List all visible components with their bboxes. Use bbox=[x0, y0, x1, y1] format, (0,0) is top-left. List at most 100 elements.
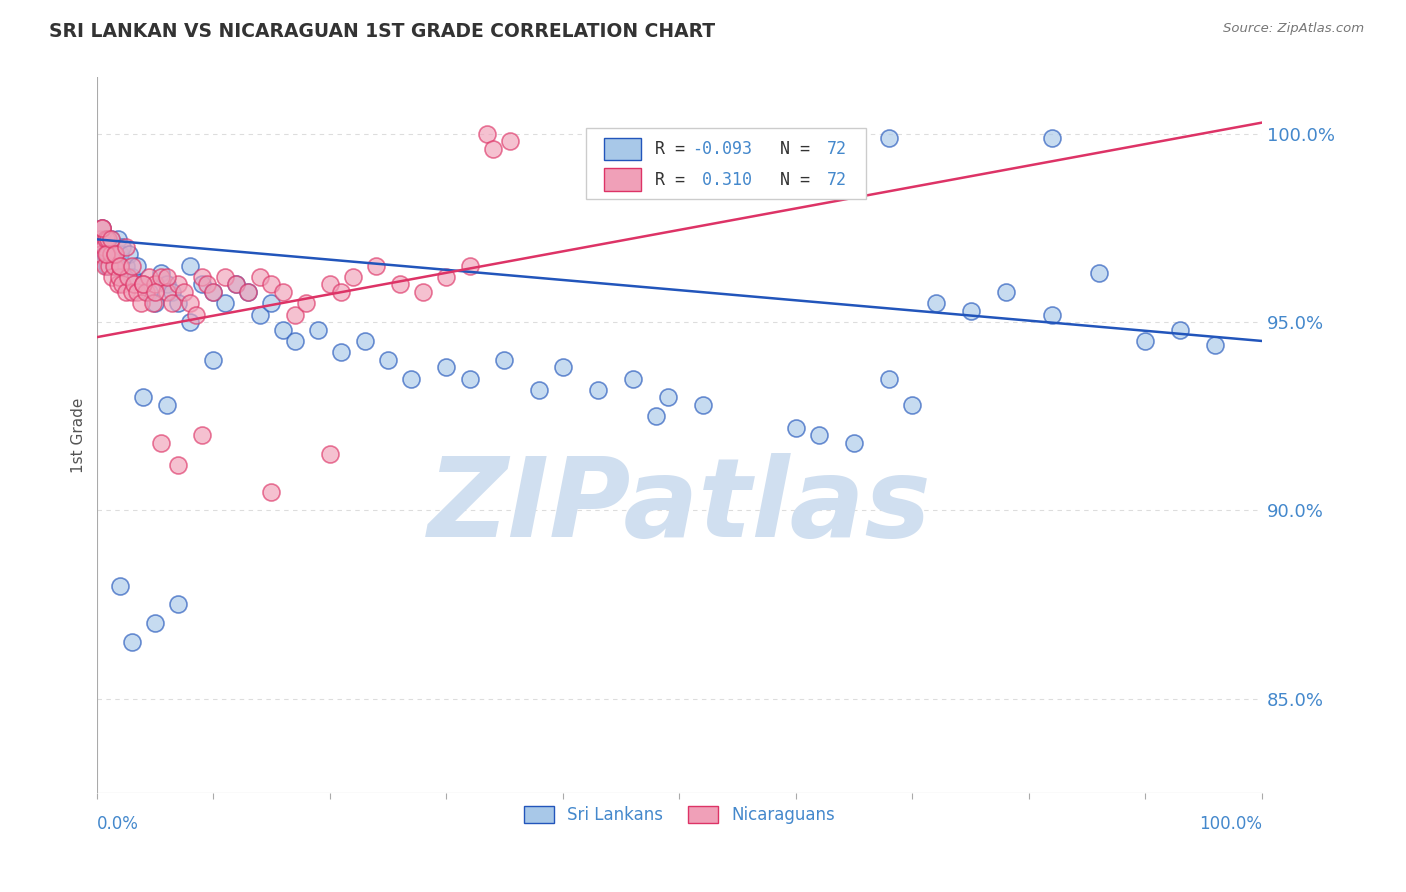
Point bbox=[366, 259, 388, 273]
Point bbox=[104, 247, 127, 261]
Point bbox=[551, 360, 574, 375]
Point bbox=[121, 259, 143, 273]
Point bbox=[91, 221, 114, 235]
Point bbox=[155, 398, 177, 412]
Point bbox=[458, 259, 481, 273]
Point bbox=[499, 135, 522, 149]
Point bbox=[100, 232, 122, 246]
Point bbox=[127, 285, 149, 299]
Point bbox=[96, 259, 118, 273]
Point bbox=[127, 259, 149, 273]
Point bbox=[107, 232, 129, 246]
Point bbox=[91, 221, 114, 235]
Text: 100.0%: 100.0% bbox=[1199, 815, 1263, 833]
Point bbox=[225, 277, 247, 292]
Point bbox=[155, 277, 177, 292]
Point bbox=[1040, 308, 1063, 322]
Point bbox=[1087, 266, 1109, 280]
Point bbox=[96, 247, 118, 261]
Point bbox=[529, 383, 551, 397]
Point bbox=[97, 240, 120, 254]
Point bbox=[1040, 130, 1063, 145]
Point bbox=[260, 277, 283, 292]
Y-axis label: 1st Grade: 1st Grade bbox=[72, 398, 86, 473]
Point bbox=[142, 296, 165, 310]
Point bbox=[122, 277, 145, 292]
Point bbox=[249, 308, 271, 322]
Text: N =: N = bbox=[751, 170, 820, 189]
Point bbox=[103, 259, 125, 273]
Point bbox=[271, 285, 294, 299]
Point bbox=[190, 428, 212, 442]
Point bbox=[89, 240, 111, 254]
Point bbox=[808, 428, 831, 442]
Point bbox=[114, 240, 136, 254]
Point bbox=[100, 232, 122, 246]
Point bbox=[434, 360, 457, 375]
Point bbox=[167, 296, 190, 310]
Point bbox=[101, 247, 124, 261]
Point bbox=[482, 142, 505, 156]
Point bbox=[621, 371, 644, 385]
Point bbox=[342, 269, 364, 284]
Text: Source: ZipAtlas.com: Source: ZipAtlas.com bbox=[1223, 22, 1364, 36]
Point bbox=[98, 247, 121, 261]
Point bbox=[108, 247, 131, 261]
Text: 72: 72 bbox=[827, 140, 848, 158]
Point bbox=[104, 247, 127, 261]
Point bbox=[117, 269, 139, 284]
Point bbox=[249, 269, 271, 284]
Point bbox=[108, 579, 131, 593]
Point bbox=[657, 391, 679, 405]
Point bbox=[412, 285, 434, 299]
Point bbox=[236, 285, 259, 299]
Point bbox=[155, 269, 177, 284]
Point bbox=[104, 259, 127, 273]
Point bbox=[101, 269, 124, 284]
Point bbox=[135, 285, 157, 299]
Point bbox=[475, 127, 498, 141]
Point bbox=[94, 247, 117, 261]
Point bbox=[91, 221, 114, 235]
Point bbox=[162, 285, 184, 299]
Point bbox=[586, 383, 609, 397]
Point bbox=[114, 285, 136, 299]
Point bbox=[377, 352, 399, 367]
Text: -0.093: -0.093 bbox=[692, 140, 752, 158]
Point bbox=[107, 269, 129, 284]
Point bbox=[114, 259, 136, 273]
Legend: Sri Lankans, Nicaraguans: Sri Lankans, Nicaraguans bbox=[517, 799, 842, 830]
Point bbox=[1204, 337, 1226, 351]
Point bbox=[179, 296, 201, 310]
Point bbox=[93, 240, 115, 254]
Point bbox=[108, 259, 131, 273]
Point bbox=[295, 296, 318, 310]
Point bbox=[179, 259, 201, 273]
Point bbox=[111, 240, 134, 254]
Point bbox=[202, 285, 225, 299]
Point bbox=[901, 398, 924, 412]
Point bbox=[225, 277, 247, 292]
Point bbox=[132, 277, 155, 292]
Point bbox=[98, 259, 121, 273]
Point bbox=[692, 398, 714, 412]
Point bbox=[877, 130, 900, 145]
Point bbox=[149, 269, 172, 284]
Point bbox=[959, 303, 981, 318]
Point bbox=[155, 285, 177, 299]
Text: N =: N = bbox=[751, 140, 820, 158]
Point bbox=[458, 371, 481, 385]
FancyBboxPatch shape bbox=[603, 169, 641, 191]
Text: 0.0%: 0.0% bbox=[97, 815, 139, 833]
Point bbox=[132, 277, 155, 292]
Point bbox=[330, 345, 353, 359]
Point bbox=[318, 277, 340, 292]
Point bbox=[121, 635, 143, 649]
Point bbox=[167, 277, 190, 292]
FancyBboxPatch shape bbox=[586, 128, 866, 199]
Point bbox=[121, 285, 143, 299]
Point bbox=[994, 285, 1017, 299]
Point bbox=[190, 269, 212, 284]
Point bbox=[167, 598, 190, 612]
Point bbox=[645, 409, 668, 424]
